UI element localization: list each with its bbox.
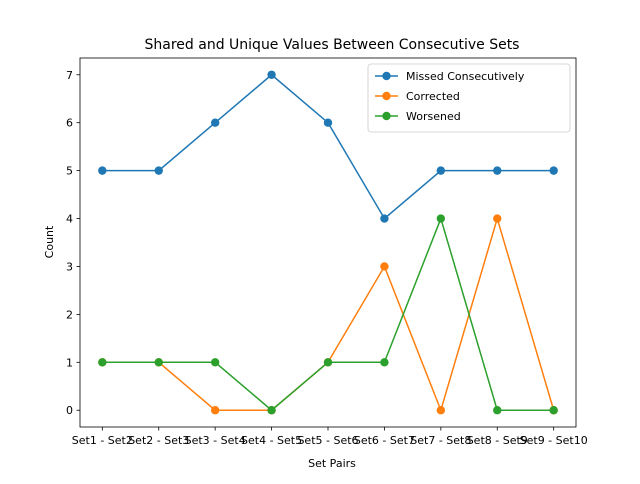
- legend-item-worsened: Worsened: [375, 110, 461, 123]
- legend: Missed Consecutively Corrected Worsened: [367, 63, 571, 133]
- x-tick-label: Set1 - Set2: [72, 434, 133, 447]
- x-tick-label: Set7 - Set8: [410, 434, 471, 447]
- legend-item-corrected: Corrected: [375, 90, 460, 103]
- legend-box: [367, 63, 571, 133]
- y-tick-label: 3: [66, 260, 73, 273]
- data-point-missed-consecutively: [380, 214, 389, 223]
- data-point-missed-consecutively: [493, 166, 502, 175]
- series-line-corrected: [102, 215, 555, 413]
- x-tick-label: Set6 - Set7: [354, 434, 415, 447]
- data-point-worsened: [549, 406, 558, 415]
- data-point-corrected: [380, 262, 389, 271]
- y-tick-label: 5: [66, 165, 73, 178]
- x-tick-label: Set3 - Set4: [185, 434, 246, 447]
- data-point-worsened: [380, 358, 389, 367]
- data-point-worsened: [436, 214, 446, 223]
- legend-item-missed-consecutively: Missed Consecutively: [375, 70, 525, 83]
- data-point-corrected: [210, 406, 220, 415]
- data-point-worsened: [210, 358, 220, 367]
- data-point-missed-consecutively: [154, 166, 163, 175]
- y-tick-label: 0: [66, 404, 73, 417]
- y-tick-label: 2: [66, 308, 73, 321]
- data-point-worsened: [323, 358, 333, 367]
- y-tick-label: 4: [66, 213, 73, 226]
- chart-title: Shared and Unique Values Between Consecu…: [145, 37, 520, 53]
- y-axis-label: Count: [43, 225, 56, 258]
- data-point-worsened: [267, 406, 276, 415]
- legend-marker: [382, 71, 391, 81]
- data-point-corrected: [493, 214, 502, 223]
- legend-label: Corrected: [406, 90, 460, 103]
- x-tick-label: Set2 - Set3: [128, 434, 189, 447]
- data-point-worsened: [154, 358, 163, 367]
- legend-label: Worsened: [406, 110, 461, 123]
- x-tick-label: Set4 - Set5: [241, 434, 302, 447]
- series-line-worsened: [102, 216, 554, 412]
- legend-marker: [382, 111, 391, 121]
- y-tick-label: 1: [66, 356, 73, 369]
- data-point-worsened: [98, 358, 107, 367]
- data-point-worsened: [493, 406, 502, 415]
- y-tick-label: 7: [66, 69, 73, 82]
- y-tick-label: 6: [66, 117, 73, 130]
- x-axis-label: Set Pairs: [308, 457, 356, 470]
- data-point-missed-consecutively: [436, 166, 446, 175]
- data-point-corrected: [436, 406, 446, 415]
- data-point-missed-consecutively: [210, 118, 220, 127]
- data-point-missed-consecutively: [549, 166, 558, 175]
- x-tick-label: Set9 - Set10: [520, 434, 588, 447]
- data-point-missed-consecutively: [323, 118, 333, 127]
- legend-marker: [382, 91, 391, 101]
- legend-label: Missed Consecutively: [406, 70, 525, 83]
- data-point-missed-consecutively: [267, 70, 276, 79]
- x-tick-label: Set5 - Set6: [297, 434, 358, 447]
- x-tick-label: Set8 - Set9: [467, 434, 528, 447]
- data-point-missed-consecutively: [98, 166, 107, 175]
